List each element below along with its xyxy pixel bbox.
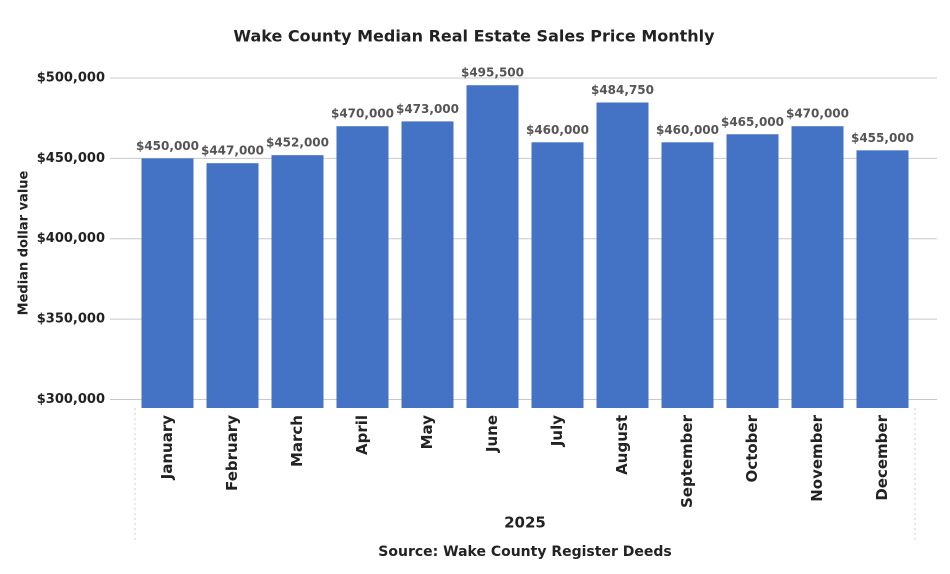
y-tick-label: $350,000 xyxy=(37,312,105,327)
bar xyxy=(856,150,909,408)
bar xyxy=(596,102,649,408)
data-label: $470,000 xyxy=(331,107,394,121)
x-tick-label: October xyxy=(743,414,761,482)
source-note: Source: Wake County Register Deeds xyxy=(378,544,671,560)
y-axis-title: Median dollar value xyxy=(17,170,32,315)
bar xyxy=(336,126,389,409)
x-tick-label: June xyxy=(483,415,501,453)
data-label: $495,500 xyxy=(461,66,524,80)
data-label: $465,000 xyxy=(721,115,784,129)
x-tick-label: December xyxy=(873,414,891,500)
x-tick-label: July xyxy=(548,415,566,447)
y-tick-label: $400,000 xyxy=(37,231,105,246)
data-label: $460,000 xyxy=(526,123,589,137)
data-label: $447,000 xyxy=(201,144,264,158)
x-tick-label: January xyxy=(158,415,176,481)
x-tick-label: August xyxy=(613,415,631,475)
data-label: $470,000 xyxy=(786,107,849,121)
y-tick-label: $450,000 xyxy=(37,151,105,166)
y-tick-label: $300,000 xyxy=(37,392,105,407)
x-tick-label: May xyxy=(418,415,436,450)
bar xyxy=(531,142,584,409)
bar xyxy=(466,85,519,409)
data-label: $460,000 xyxy=(656,123,719,137)
x-tick-label: March xyxy=(288,415,306,467)
bar xyxy=(726,134,779,408)
chart-title: Wake County Median Real Estate Sales Pri… xyxy=(233,27,715,46)
x-tick-label: April xyxy=(353,415,371,455)
bar xyxy=(141,158,194,408)
data-label: $450,000 xyxy=(136,139,199,153)
bar xyxy=(401,121,454,408)
x-axis-title: 2025 xyxy=(504,514,546,532)
data-label: $452,000 xyxy=(266,136,329,150)
x-tick-label: November xyxy=(808,414,826,501)
data-label: $473,000 xyxy=(396,102,459,116)
data-label: $455,000 xyxy=(851,131,914,145)
bar xyxy=(791,126,844,409)
bar xyxy=(271,155,324,408)
data-label: $484,750 xyxy=(591,83,654,97)
x-tick-label: September xyxy=(678,414,696,508)
y-tick-label: $500,000 xyxy=(37,71,105,86)
x-tick-label: February xyxy=(223,415,241,491)
bar xyxy=(206,163,259,408)
bar xyxy=(661,142,714,409)
